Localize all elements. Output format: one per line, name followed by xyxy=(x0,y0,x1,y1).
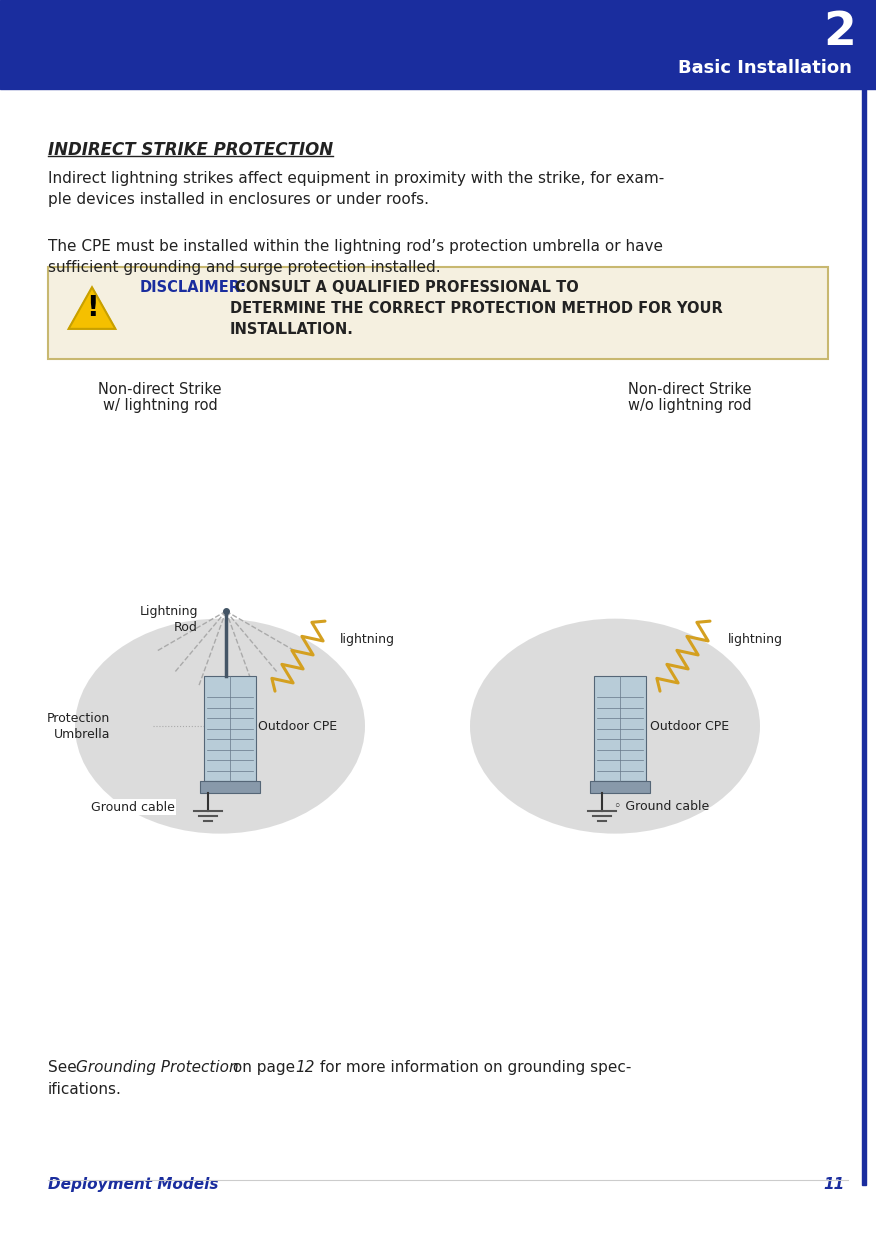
Text: Protection
Umbrella: Protection Umbrella xyxy=(46,712,110,740)
Text: Indirect lightning strikes affect equipment in proximity with the strike, for ex: Indirect lightning strikes affect equipm… xyxy=(48,171,664,207)
Text: Non-direct Strike: Non-direct Strike xyxy=(628,382,752,397)
Text: DISCLAIMER:: DISCLAIMER: xyxy=(140,280,247,295)
Text: on page: on page xyxy=(228,1060,300,1075)
Text: Deployment Models: Deployment Models xyxy=(48,1177,218,1192)
Text: Lightning
Rod: Lightning Rod xyxy=(139,605,198,634)
Text: w/ lightning rod: w/ lightning rod xyxy=(102,398,217,413)
Text: ifications.: ifications. xyxy=(48,1083,122,1097)
Ellipse shape xyxy=(470,619,760,833)
Text: ◦ Ground cable: ◦ Ground cable xyxy=(614,800,710,812)
Bar xyxy=(0,0,876,89)
Bar xyxy=(204,676,256,781)
Text: Ground cable: Ground cable xyxy=(91,801,175,813)
Text: 12: 12 xyxy=(295,1060,314,1075)
Polygon shape xyxy=(68,288,116,329)
Text: for more information on grounding spec-: for more information on grounding spec- xyxy=(315,1060,632,1075)
Bar xyxy=(590,781,650,794)
Text: See: See xyxy=(48,1060,81,1075)
Text: 2: 2 xyxy=(823,10,856,55)
Text: Outdoor CPE: Outdoor CPE xyxy=(258,719,337,733)
Text: The CPE must be installed within the lightning rod’s protection umbrella or have: The CPE must be installed within the lig… xyxy=(48,239,663,275)
Bar xyxy=(594,676,646,781)
Text: Basic Installation: Basic Installation xyxy=(678,60,852,77)
Text: Grounding Protection: Grounding Protection xyxy=(76,1060,238,1075)
Text: Non-direct Strike: Non-direct Strike xyxy=(98,382,222,397)
Text: w/o lightning rod: w/o lightning rod xyxy=(628,398,752,413)
FancyBboxPatch shape xyxy=(48,268,828,360)
Bar xyxy=(862,89,866,1185)
Text: lightning: lightning xyxy=(340,632,395,646)
Text: CONSULT A QUALIFIED PROFESSIONAL TO
DETERMINE THE CORRECT PROTECTION METHOD FOR : CONSULT A QUALIFIED PROFESSIONAL TO DETE… xyxy=(230,280,723,337)
Text: lightning: lightning xyxy=(728,632,783,646)
Text: 11: 11 xyxy=(823,1177,845,1192)
Ellipse shape xyxy=(75,619,365,833)
Text: INDIRECT STRIKE PROTECTION: INDIRECT STRIKE PROTECTION xyxy=(48,141,333,159)
Bar xyxy=(200,781,260,794)
Text: !: ! xyxy=(86,294,98,322)
Text: Outdoor CPE: Outdoor CPE xyxy=(650,719,729,733)
